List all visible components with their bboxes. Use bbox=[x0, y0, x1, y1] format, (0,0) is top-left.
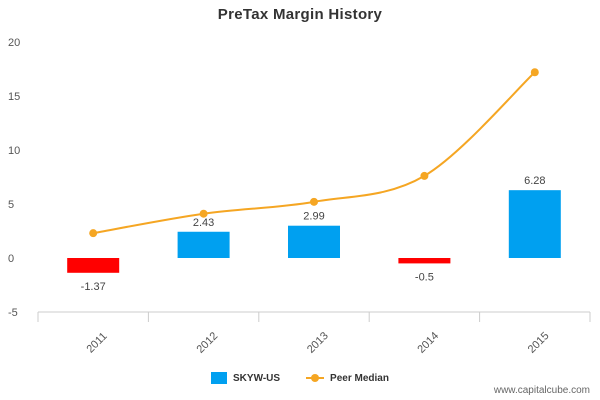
bar-2011 bbox=[67, 258, 120, 273]
y-tick-label: 15 bbox=[8, 91, 20, 103]
x-tick-label: 2012 bbox=[195, 330, 221, 356]
peer-median-point-2013 bbox=[310, 197, 318, 206]
peer-median-line bbox=[93, 71, 536, 235]
legend-item-line-series[interactable]: Peer Median bbox=[306, 372, 389, 384]
chart-title: PreTax Margin History bbox=[217, 6, 383, 23]
bar-2012 bbox=[177, 231, 230, 258]
bar-data-label: -1.37 bbox=[81, 281, 106, 293]
bar-2014 bbox=[398, 258, 451, 264]
x-tick-label: 2013 bbox=[305, 330, 331, 356]
legend-bar-swatch bbox=[211, 372, 228, 384]
y-tick-label: -5 bbox=[8, 307, 18, 319]
peer-median-point-2015 bbox=[530, 68, 539, 77]
x-tick-label: 2015 bbox=[526, 330, 552, 356]
legend-item-bar-series[interactable]: SKYW-US bbox=[211, 372, 280, 384]
bar-data-label: 2.99 bbox=[303, 211, 324, 223]
y-tick-label: 5 bbox=[8, 199, 14, 211]
x-tick-label: 2011 bbox=[84, 330, 109, 355]
bar-2013 bbox=[288, 225, 340, 258]
bar-2015 bbox=[508, 190, 561, 258]
legend-line-label: Peer Median bbox=[330, 372, 389, 384]
peer-median-point-2011 bbox=[89, 229, 98, 238]
y-tick-label: 0 bbox=[8, 253, 14, 265]
bar-data-label: 2.43 bbox=[193, 217, 214, 229]
bar-data-label: 6.28 bbox=[524, 175, 545, 187]
peer-median-point-2012 bbox=[199, 209, 208, 218]
bar-data-label: -0.5 bbox=[415, 271, 434, 283]
legend: SKYW-US Peer Median bbox=[0, 372, 600, 384]
watermark: www.capitalcube.com bbox=[493, 385, 590, 396]
legend-line-swatch bbox=[306, 372, 325, 384]
y-tick-label: 10 bbox=[8, 145, 20, 157]
legend-bar-label: SKYW-US bbox=[233, 372, 281, 384]
peer-median-point-2014 bbox=[420, 171, 429, 180]
x-tick-label: 2014 bbox=[415, 330, 441, 356]
y-tick-label: 20 bbox=[8, 37, 20, 49]
